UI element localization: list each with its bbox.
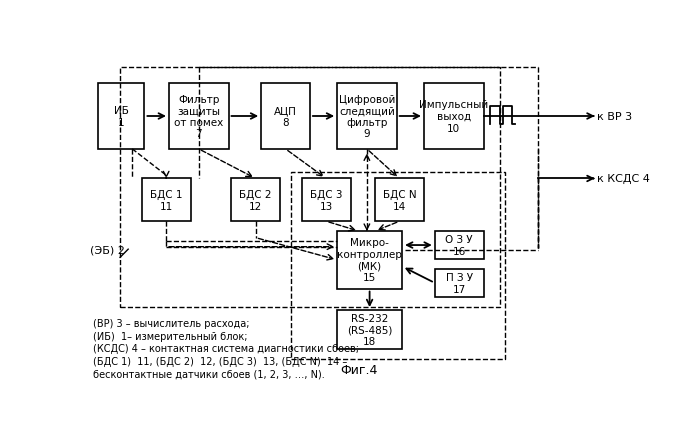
Bar xyxy=(375,179,424,222)
Bar xyxy=(98,84,144,150)
Text: (ВР) 3 – вычислитель расхода;: (ВР) 3 – вычислитель расхода; xyxy=(93,319,249,328)
Bar xyxy=(424,84,484,150)
Bar xyxy=(337,84,397,150)
Text: П З У
17: П З У 17 xyxy=(446,272,473,294)
Text: (БДС 1)  11, (БДС 2)  12, (БДС 3)  13, (БДС N)  14 –: (БДС 1) 11, (БДС 2) 12, (БДС 3) 13, (БДС… xyxy=(93,356,347,366)
Text: БДС 2
12: БДС 2 12 xyxy=(239,190,272,211)
Bar xyxy=(337,310,402,350)
Bar xyxy=(302,179,351,222)
Text: Фиг.4: Фиг.4 xyxy=(340,363,377,376)
Text: к ВР 3: к ВР 3 xyxy=(598,112,633,122)
Text: Фильтр
защиты
от помех
7: Фильтр защиты от помех 7 xyxy=(174,95,223,139)
Bar xyxy=(169,84,228,150)
Bar xyxy=(120,67,500,307)
Bar xyxy=(261,84,310,150)
Text: RS-232
(RS-485)
18: RS-232 (RS-485) 18 xyxy=(347,314,392,346)
Bar xyxy=(231,179,280,222)
Text: бесконтактные датчики сбоев (1, 2, 3, …, N).: бесконтактные датчики сбоев (1, 2, 3, …,… xyxy=(93,368,325,378)
Text: (ИБ)  1– измерительный блок;: (ИБ) 1– измерительный блок; xyxy=(93,331,247,341)
Bar xyxy=(141,179,190,222)
Text: (ЭБ) 2: (ЭБ) 2 xyxy=(90,245,125,255)
Text: Цифровой
следящий
фильтр
9: Цифровой следящий фильтр 9 xyxy=(339,95,395,139)
Text: (КСДС) 4 – контактная система диагностики сбоев;: (КСДС) 4 – контактная система диагностик… xyxy=(93,343,359,354)
Text: БДС 1
11: БДС 1 11 xyxy=(150,190,183,211)
Text: Микро-
контроллер
(МК)
15: Микро- контроллер (МК) 15 xyxy=(337,238,402,282)
Text: Импульсный
выход
10: Импульсный выход 10 xyxy=(419,100,489,133)
Text: БДС N
14: БДС N 14 xyxy=(383,190,416,211)
Text: ИБ
1: ИБ 1 xyxy=(114,106,129,127)
Text: к КСДС 4: к КСДС 4 xyxy=(598,174,650,184)
Bar xyxy=(435,232,484,259)
Text: БДС 3
13: БДС 3 13 xyxy=(310,190,342,211)
Text: О З У
16: О З У 16 xyxy=(445,235,473,256)
Bar xyxy=(291,173,505,360)
Bar xyxy=(337,231,402,289)
Bar xyxy=(435,269,484,297)
Text: АЦП
8: АЦП 8 xyxy=(274,106,297,127)
